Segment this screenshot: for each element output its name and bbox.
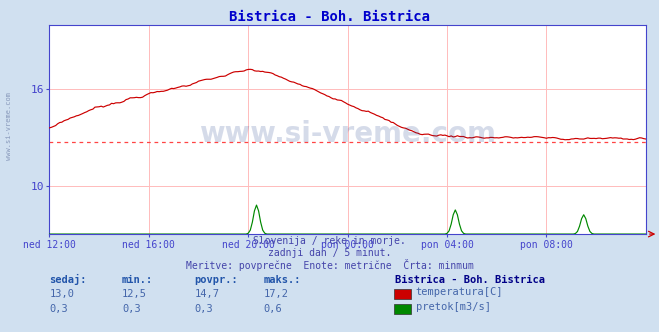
Text: 0,3: 0,3: [194, 304, 213, 314]
Text: 0,3: 0,3: [49, 304, 68, 314]
Text: 17,2: 17,2: [264, 289, 289, 299]
Text: Bistrica - Boh. Bistrica: Bistrica - Boh. Bistrica: [229, 10, 430, 24]
Text: Meritve: povprečne  Enote: metrične  Črta: minmum: Meritve: povprečne Enote: metrične Črta:…: [186, 259, 473, 271]
Text: www.si-vreme.com: www.si-vreme.com: [5, 92, 12, 160]
Text: povpr.:: povpr.:: [194, 275, 238, 285]
Text: temperatura[C]: temperatura[C]: [416, 287, 503, 297]
Text: pretok[m3/s]: pretok[m3/s]: [416, 302, 491, 312]
Text: 12,5: 12,5: [122, 289, 147, 299]
Text: 0,6: 0,6: [264, 304, 282, 314]
Text: sedaj:: sedaj:: [49, 274, 87, 285]
Text: 13,0: 13,0: [49, 289, 74, 299]
Text: min.:: min.:: [122, 275, 153, 285]
Text: www.si-vreme.com: www.si-vreme.com: [199, 120, 496, 148]
Text: Slovenija / reke in morje.: Slovenija / reke in morje.: [253, 236, 406, 246]
Text: Bistrica - Boh. Bistrica: Bistrica - Boh. Bistrica: [395, 275, 546, 285]
Text: 0,3: 0,3: [122, 304, 140, 314]
Text: maks.:: maks.:: [264, 275, 301, 285]
Text: 14,7: 14,7: [194, 289, 219, 299]
Text: zadnji dan / 5 minut.: zadnji dan / 5 minut.: [268, 248, 391, 258]
